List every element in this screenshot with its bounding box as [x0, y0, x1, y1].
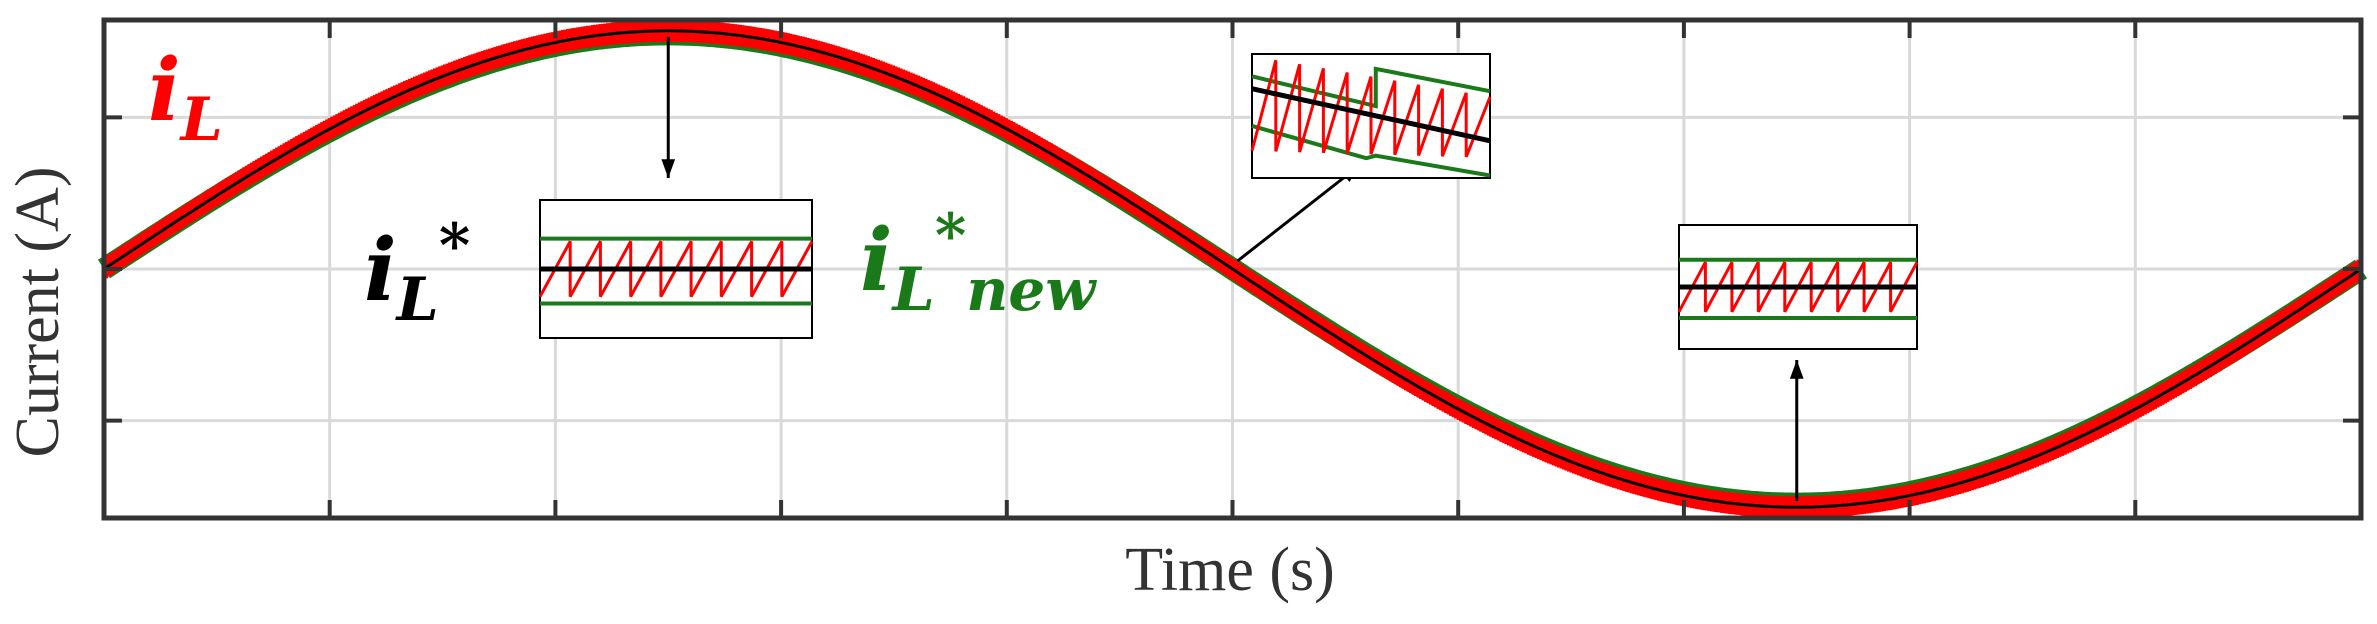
legend-iL-star: iL*	[364, 211, 470, 335]
inset-zero	[1250, 53, 1492, 179]
legend-iL-new: iL*new	[860, 201, 1097, 325]
y-axis-label: Current (A)	[4, 167, 72, 458]
x-axis-label: Time (s)	[1125, 536, 1335, 604]
legend-iL: iL	[148, 40, 223, 155]
inset-zero-black	[1251, 86, 1491, 144]
ticks	[104, 20, 2361, 518]
arrow-peak-head	[661, 159, 676, 178]
arrows	[661, 36, 1804, 502]
inset-zero-green-top	[1251, 66, 1491, 109]
inset-trough	[1677, 224, 1919, 350]
arrow-zero-shaft	[1236, 163, 1361, 263]
series-iL-star	[103, 29, 2362, 509]
insets	[538, 53, 1919, 350]
inset-zero-green-bot	[1251, 123, 1491, 178]
inset-peak	[538, 199, 814, 339]
arrow-trough-head	[1789, 360, 1804, 379]
series-layer	[96, 19, 2369, 519]
